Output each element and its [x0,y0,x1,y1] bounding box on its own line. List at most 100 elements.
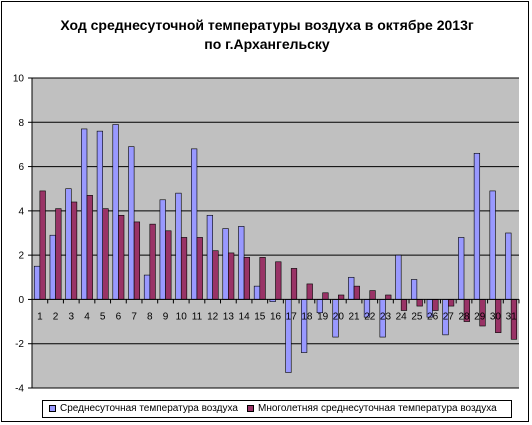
x-tick-label-15: 15 [254,311,266,322]
y-tick-label-7: 10 [13,74,25,85]
x-tick-label-20: 20 [333,311,345,322]
chart-title: Ход среднесуточной температуры воздуха в… [2,16,532,54]
bar-series-1-day-9 [159,199,166,300]
x-tick-label-13: 13 [223,311,235,322]
bar-series-2-day-26 [432,299,439,311]
bar-series-2-day-27 [448,299,455,307]
x-tick-label-12: 12 [207,311,219,322]
bar-series-2-day-12 [212,250,219,300]
x-tick-label-6: 6 [116,311,122,322]
x-tick-label-26: 26 [427,311,439,322]
bar-series-1-day-15 [253,285,261,300]
bar-series-2-day-2 [55,208,62,300]
bar-series-2-day-17 [290,268,298,300]
bar-series-1-day-24 [395,254,402,300]
bar-series-2-day-7 [133,221,141,300]
y-tick-label-0: -4 [15,384,24,395]
x-tick-label-9: 9 [163,311,169,322]
legend-swatch-series-2 [247,405,254,412]
y-tick-label-3: 2 [18,251,24,262]
x-tick-label-22: 22 [364,311,376,322]
x-tick-label-16: 16 [270,311,282,322]
bar-series-1-day-4 [81,128,88,300]
x-tick-label-17: 17 [286,311,298,322]
x-tick-label-7: 7 [131,311,137,322]
bar-series-2-day-4 [86,195,93,300]
x-tick-label-29: 29 [474,311,486,322]
bar-series-2-day-5 [102,208,109,300]
x-tick-label-1: 1 [37,311,43,322]
x-tick-label-23: 23 [380,311,392,322]
x-tick-label-2: 2 [53,311,59,322]
bar-series-1-day-12 [206,214,213,300]
bar-series-2-day-1 [39,190,46,300]
bars [33,124,518,373]
bar-series-1-day-7 [128,146,135,300]
bar-series-1-day-13 [222,228,229,300]
x-tick-label-10: 10 [176,311,188,322]
x-tick-label-14: 14 [239,311,251,322]
bar-series-2-day-19 [322,292,329,300]
y-tick-label-5: 6 [18,162,24,173]
bar-series-2-day-21 [353,285,360,300]
bar-series-2-day-11 [196,237,203,300]
y-tick-label-2: 0 [18,295,24,306]
y-tick-label-4: 4 [18,206,24,217]
y-tick-label-6: 8 [18,118,24,129]
bar-series-1-day-11 [191,148,198,300]
bar-series-1-day-28 [458,237,465,300]
x-tick-label-25: 25 [411,311,423,322]
bar-series-1-day-31 [505,232,512,300]
x-tick-label-28: 28 [458,311,470,322]
bar-series-2-day-15 [259,257,266,300]
axes [28,77,520,389]
bar-series-2-day-8 [149,223,156,300]
legend-swatch-series-1 [49,405,56,412]
bar-series-2-day-10 [180,237,188,300]
bar-series-2-day-14 [243,257,250,300]
legend: Среднесуточная температура воздуха Много… [42,400,512,418]
bar-series-2-day-13 [228,252,235,300]
bar-series-1-day-18 [301,299,308,353]
bar-series-1-day-3 [65,188,72,300]
bar-series-1-day-17 [285,299,292,373]
chart-title-line-2: по г.Архангельску [204,36,330,52]
bar-series-2-day-20 [338,294,345,300]
bar-series-1-day-30 [489,190,496,300]
x-tick-label-8: 8 [147,311,153,322]
bar-series-2-day-18 [306,283,313,300]
x-tick-label-24: 24 [396,311,408,322]
x-tick-label-21: 21 [348,311,360,322]
x-tick-label-19: 19 [317,311,329,322]
bar-series-1-day-21 [348,276,355,300]
bar-series-2-day-22 [369,290,376,300]
x-tick-label-11: 11 [192,311,203,322]
bar-series-2-day-25 [416,299,423,307]
bar-series-1-day-6 [112,124,119,300]
bar-series-1-day-14 [238,226,245,300]
x-tick-label-5: 5 [100,311,106,322]
x-tick-label-18: 18 [301,311,313,322]
bar-series-2-day-9 [165,230,172,300]
bar-series-1-day-10 [175,192,182,300]
x-tick-label-3: 3 [68,311,74,322]
bar-series-1-day-8 [143,274,151,300]
bar-series-2-day-6 [118,214,125,300]
bar-series-1-day-5 [96,130,103,300]
legend-label-series-1: Среднесуточная температура воздуха [60,403,238,414]
x-tick-label-27: 27 [443,311,455,322]
legend-label-series-2: Многолетняя среднесуточная температура в… [258,403,497,414]
bar-series-1-day-29 [473,152,481,300]
bar-series-2-day-23 [385,294,392,300]
bar-series-2-day-16 [275,261,282,300]
chart-title-line-1: Ход среднесуточной температуры воздуха в… [60,17,474,33]
bar-series-2-day-24 [400,299,408,311]
x-tick-label-4: 4 [84,311,90,322]
x-tick-label-30: 30 [490,311,502,322]
bar-series-1-day-25 [410,279,418,300]
x-tick-label-31: 31 [506,311,518,322]
y-tick-label-1: -2 [15,339,24,350]
bar-series-1-day-1 [33,265,41,300]
